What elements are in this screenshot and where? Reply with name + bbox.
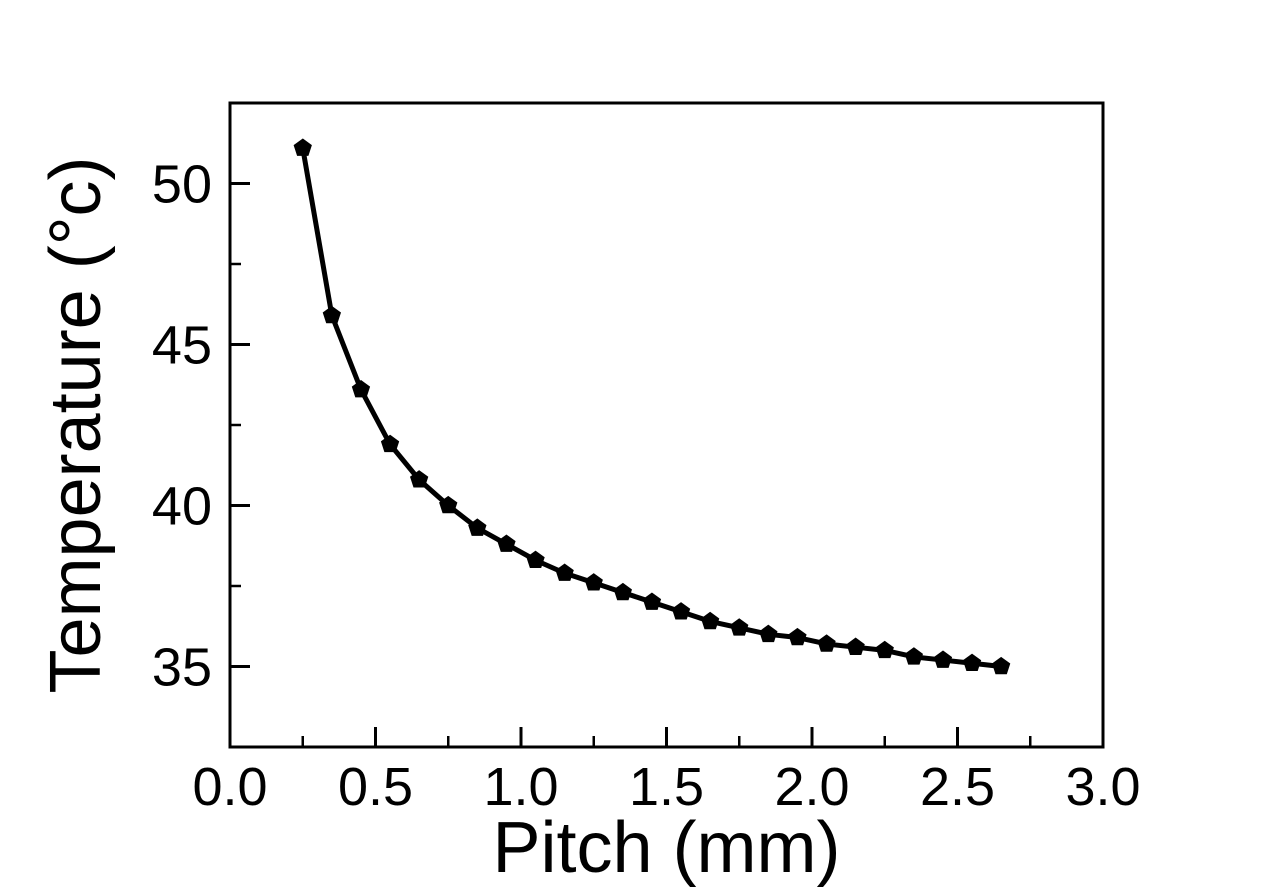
data-point-marker [613, 582, 632, 601]
data-point-marker [439, 495, 458, 514]
data-point-marker [759, 624, 778, 643]
data-line [300, 145, 1004, 669]
data-point-marker [322, 305, 341, 324]
x-tick-label: 1.5 [629, 757, 704, 817]
x-tick-label: 2.0 [774, 757, 849, 817]
data-point-marker [468, 518, 487, 536]
x-tick-label: 2.5 [920, 757, 995, 817]
plot-border [228, 101, 1105, 749]
x-tick-label: 1.0 [483, 757, 558, 817]
data-point-marker [497, 534, 516, 552]
data-point-marker [526, 550, 545, 569]
x-tick-label: 3.0 [1065, 757, 1140, 817]
data-point-marker [817, 634, 836, 652]
data-point-marker [875, 640, 894, 659]
data-point-marker [962, 653, 982, 672]
data-point-marker [701, 611, 720, 630]
y-tick-label: 40 [152, 477, 212, 537]
data-point-marker [788, 627, 807, 646]
x-tick-label: 0.5 [338, 757, 413, 817]
data-point-marker [351, 379, 371, 398]
data-point-marker [992, 656, 1011, 675]
data-point-marker [410, 470, 429, 488]
x-tick-label: 0.0 [192, 757, 267, 817]
data-point-marker [584, 573, 603, 591]
data-point-marker [730, 618, 749, 636]
x-axis-title: Pitch (mm) [493, 808, 841, 888]
data-point-marker [904, 647, 923, 665]
y-tick-label: 45 [152, 316, 212, 376]
y-tick-label: 50 [152, 155, 212, 215]
data-point-marker [671, 602, 691, 620]
y-axis-title: Temperature (°c) [36, 157, 116, 694]
data-point-marker [846, 637, 865, 655]
data-point-marker [555, 563, 574, 581]
data-point-marker [380, 434, 400, 453]
data-point-marker [642, 592, 662, 610]
y-tick-label: 35 [152, 638, 212, 698]
data-point-marker [293, 138, 312, 156]
data-point-marker [933, 650, 953, 668]
